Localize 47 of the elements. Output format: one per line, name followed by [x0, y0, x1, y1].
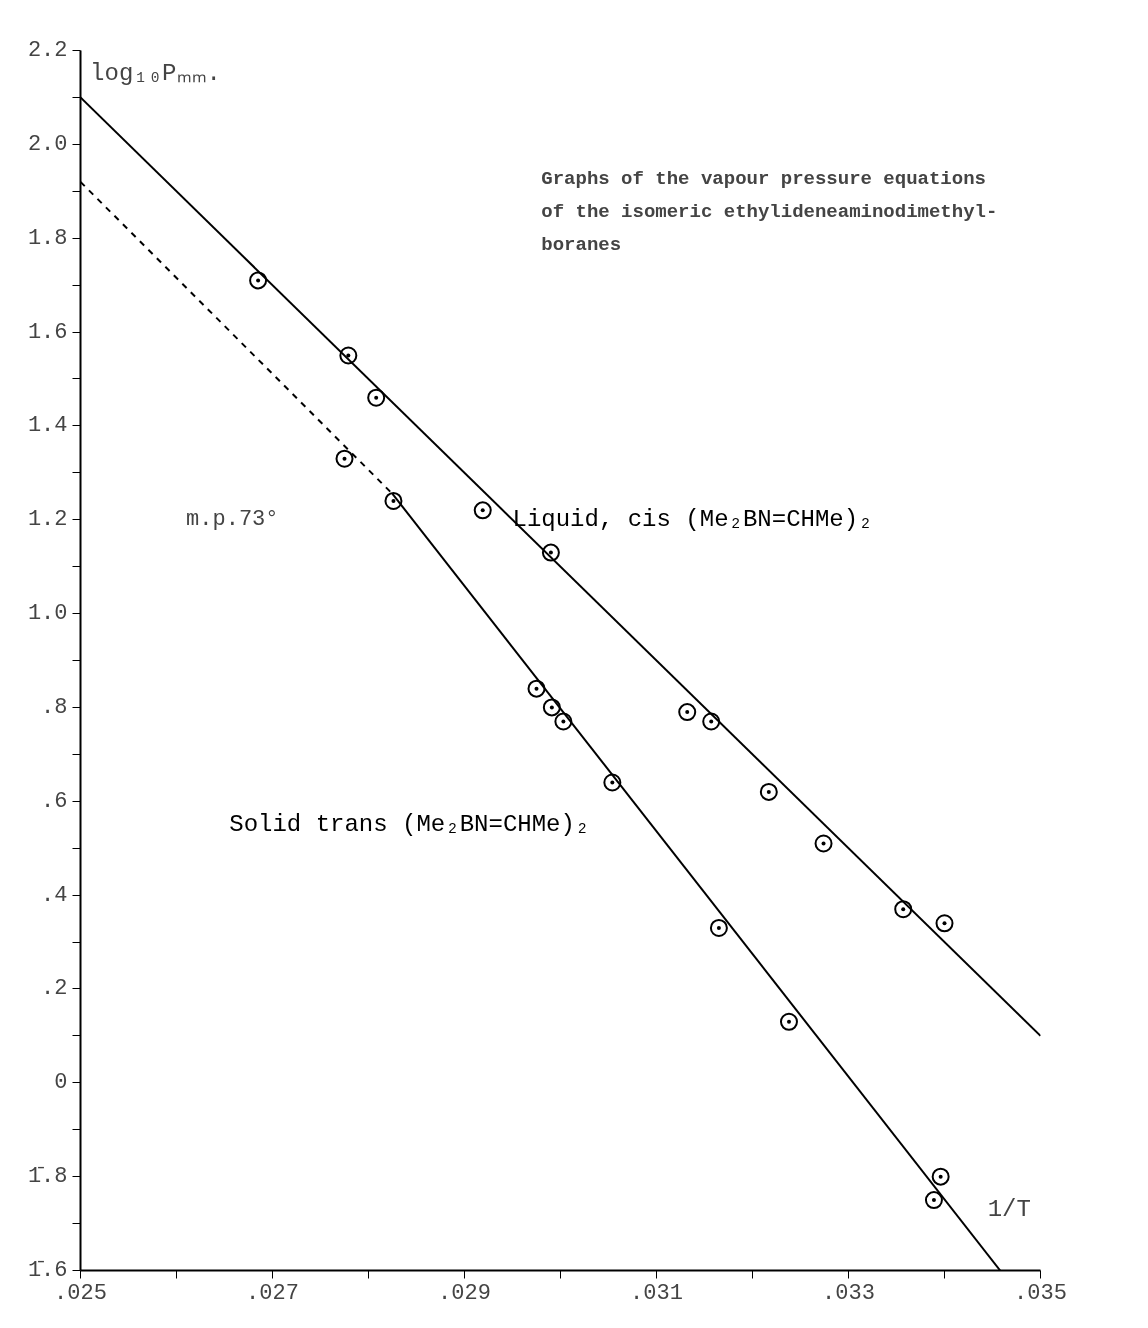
x-tick-label: .025: [54, 1280, 107, 1306]
point: [541, 543, 560, 562]
y-tick-label: 1.8: [27, 225, 68, 251]
y-tick-label: 2.0: [27, 131, 68, 157]
point: [542, 698, 561, 717]
x-tick-label: .033: [822, 1280, 875, 1306]
point: [335, 449, 354, 468]
y-tick-label: 1.0: [27, 601, 68, 627]
text: Graphs of the vapour pressure equations of the isomeric ethylideneaminodimethyl-boranes: [541, 167, 998, 256]
x-tick-label: .031: [630, 1280, 683, 1306]
series-label: Solid trans (Me₂BN=CHMe)₂: [229, 811, 590, 839]
point: [702, 712, 721, 731]
y-tick-label: 2.2: [27, 38, 68, 63]
point: [894, 900, 913, 919]
y-tick-label: .6: [41, 788, 68, 814]
point: [678, 703, 697, 722]
point: [709, 918, 728, 937]
point: [339, 346, 358, 365]
y-tick-label: 0: [54, 1070, 68, 1096]
point: [814, 834, 833, 853]
x-tick-label: .027: [246, 1280, 299, 1306]
y-tick-label: 1.6: [27, 319, 68, 345]
point: [527, 679, 546, 698]
point: [931, 1167, 950, 1186]
y-tick-label: .2: [41, 976, 68, 1002]
y-tick-label: 1̄.8: [27, 1164, 68, 1190]
y-tick-label: 1.2: [27, 507, 68, 533]
y-tick-label: 1.4: [27, 413, 68, 439]
point: [924, 1191, 943, 1210]
point: [603, 773, 622, 792]
series-label: Liquid, cis (Me₂BN=CHMe)₂: [512, 506, 873, 534]
point: [935, 914, 954, 933]
point: [779, 1012, 798, 1031]
point: [367, 388, 386, 407]
x-tick-label: .035: [1014, 1280, 1067, 1306]
point: [554, 712, 573, 731]
y-tick-label: .4: [41, 882, 68, 908]
point: [384, 491, 403, 510]
y-tick-label: .8: [41, 694, 68, 720]
x-axis-title: 1/T: [987, 1196, 1031, 1223]
x-tick-label: .029: [438, 1280, 491, 1306]
y-tick-label: 1̄.6: [27, 1258, 68, 1283]
point: [473, 501, 492, 520]
annotation: m.p.73°: [186, 507, 279, 533]
point: [249, 271, 268, 290]
y-axis-title: log₁₀Pₘₘ.: [90, 60, 221, 88]
point: [759, 782, 778, 801]
